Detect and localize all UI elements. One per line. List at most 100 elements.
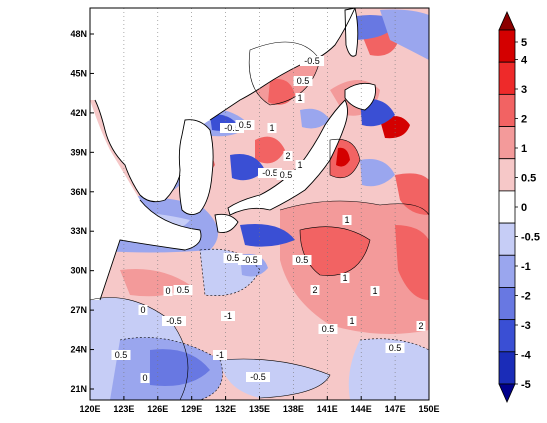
lon-tick-label: 144E: [351, 404, 372, 414]
colorbar-segment: [498, 29, 516, 63]
contour-label: -0.5: [224, 123, 240, 133]
lat-tick-label: 27N: [70, 305, 87, 315]
contour-label: 2: [285, 151, 290, 161]
lat-tick-label: 39N: [70, 147, 87, 157]
colorbar-label: 1: [521, 143, 527, 155]
contour-label: 2: [418, 321, 423, 331]
colorbar-label: 3: [521, 84, 527, 96]
lat-tick-label: 45N: [70, 68, 87, 78]
colorbar-label: -1: [521, 261, 531, 273]
lat-tick-label: 33N: [70, 226, 87, 236]
contour-label-bg: [295, 93, 305, 103]
contour-label-bg: [220, 123, 244, 133]
contour-label: 0.5: [296, 255, 309, 265]
colorbar-segment: [498, 254, 516, 288]
contour-label-bg: [238, 255, 262, 265]
contour-label-bg: [342, 215, 352, 225]
contour-label-bg: [213, 350, 227, 360]
colorbar-segment: [498, 287, 516, 321]
contour-label-bg: [300, 56, 324, 66]
colorbar-segment: [498, 126, 516, 160]
contour-label-bg: [292, 255, 312, 265]
contour-labels: -0.50.51-0.50.5 1-0.5 0.521-0.50.5 0.512 11-…: [111, 56, 426, 383]
contour-label-bg: [370, 286, 380, 296]
lat-tick-label: 48N: [70, 29, 87, 39]
contour-label: -0.5: [250, 372, 266, 382]
lon-tick-label: 129E: [181, 404, 202, 414]
contour-label-bg: [138, 305, 148, 315]
colorbar-top-arrow: [498, 11, 516, 31]
lat-tick-label: 42N: [70, 108, 87, 118]
lon-tick-label: 120E: [79, 404, 100, 414]
contour-label-bg: [258, 168, 282, 178]
colorbar-label: 0: [521, 202, 527, 214]
anomaly-field: [90, 8, 429, 400]
contour-label-bg: [276, 170, 296, 180]
colorbar-label: 2: [521, 114, 527, 126]
contour-label: -0.5: [242, 255, 258, 265]
colorbar-segment: [498, 158, 516, 192]
contour-label: 0.5: [280, 170, 293, 180]
lat-tick-label: 36N: [70, 187, 87, 197]
contour-label: 0.5: [322, 324, 335, 334]
contour-label: 0.5: [177, 285, 190, 295]
contour-label-bg: [416, 321, 426, 331]
contour-label: 0.5: [115, 350, 128, 360]
lat-tick-label: 21N: [70, 384, 87, 394]
colorbar-label: 4: [521, 55, 528, 67]
colorbar-label: -0.5: [521, 232, 540, 244]
colorbar-bottom-arrow: [498, 383, 516, 403]
contour-label: 0.5: [227, 253, 240, 263]
contour-label: -0.5: [304, 56, 320, 66]
contour-label-bg: [111, 350, 131, 360]
graticule: [123, 8, 396, 400]
contour-label: -0.5: [166, 316, 182, 326]
colorbar-segment: [498, 319, 516, 353]
colorbar: 5 4 3 2 1 0.5 0 -0.5 -1 -2 -3 -4 -5: [498, 11, 540, 403]
contour-label-bg: [173, 285, 193, 295]
lon-tick-label: 141E: [317, 404, 338, 414]
contour-label: 0: [140, 305, 145, 315]
contour-label-bg: [221, 311, 235, 321]
contour-label-bg: [223, 253, 243, 263]
contour-label: -1: [224, 311, 232, 321]
colorbar-label: -3: [521, 320, 531, 332]
contour-label: 0.5: [239, 120, 252, 130]
contour-label-bg: [162, 316, 186, 326]
contour-label-bg: [246, 372, 270, 382]
colorbar-segment: [498, 190, 516, 224]
contour-label: 0: [165, 286, 170, 296]
contour-label-bg: [340, 273, 350, 283]
coastlines: [94, 8, 376, 301]
contour-label: 0.5: [389, 343, 402, 353]
colorbar-segment: [498, 351, 516, 385]
contour-label: 0: [142, 373, 147, 383]
contour-label-bg: [140, 373, 150, 383]
contour-label-bg: [318, 324, 338, 334]
colorbar-label: 5: [521, 37, 527, 49]
contour-label: -0.5: [262, 168, 278, 178]
colorbar-label: -5: [521, 379, 531, 391]
contour-label: -1: [216, 350, 224, 360]
colorbar-segment: [498, 222, 516, 256]
colorbar-label: -4: [521, 350, 532, 362]
contour-label-bg: [310, 285, 320, 295]
lon-tick-label: 126E: [147, 404, 168, 414]
longitude-axis: 120E 123E 126E 129E 132E 135E 138E 141E 144E 147E…: [79, 396, 440, 414]
contour-label-bg: [267, 123, 277, 133]
contour-label: 1: [344, 215, 349, 225]
colorbar-segment: [498, 61, 516, 95]
lat-tick-label: 24N: [70, 345, 87, 355]
lon-tick-label: 135E: [249, 404, 270, 414]
lon-tick-label: 147E: [385, 404, 406, 414]
contour-label: 1: [342, 273, 347, 283]
contour-label-bg: [385, 343, 405, 353]
contour-label-bg: [293, 76, 313, 86]
contour-label: 1: [297, 160, 302, 170]
contour-label: 1: [372, 286, 377, 296]
latitude-axis: 48N 45N 42N 39N 36N 33N 30N 27N 24N 21N: [70, 29, 94, 394]
lat-tick-label: 30N: [70, 266, 87, 276]
contour-label: 2: [312, 285, 317, 295]
contour-label: 0.5: [297, 76, 310, 86]
